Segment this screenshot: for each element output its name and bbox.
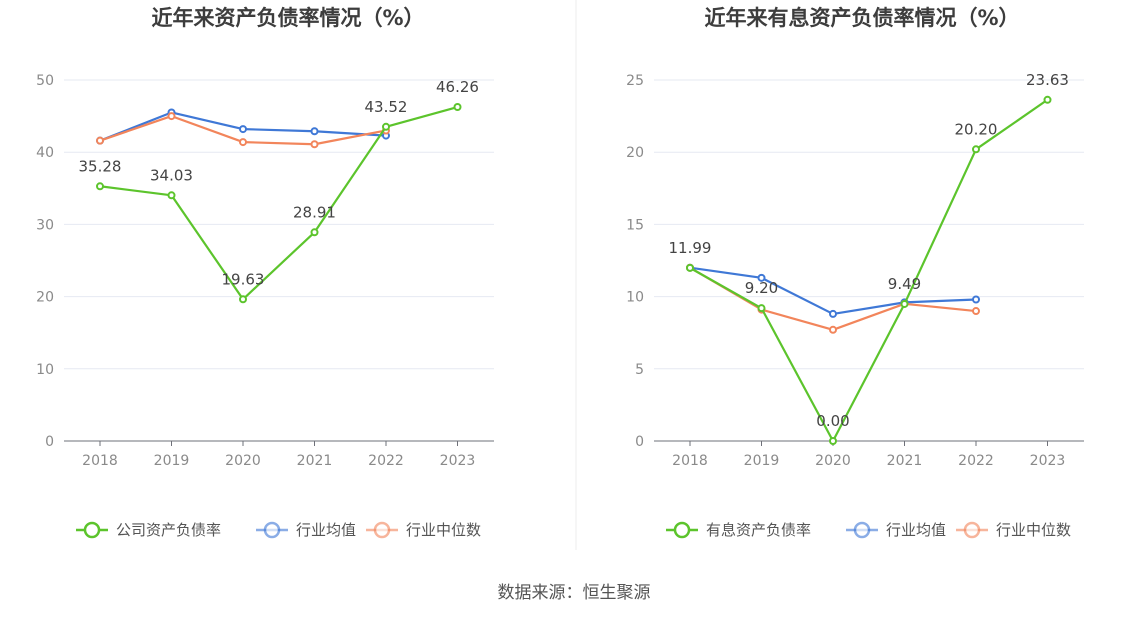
legend-marker-icon: [853, 521, 871, 539]
data-point[interactable]: [167, 112, 176, 121]
chart-interest-debt-ratio: 近年来有息资产负债率情况（%） 0 5 10 15 20 25 2018 2019 2020 20…: [626, 6, 1084, 539]
x-tick-label: 2021: [297, 453, 333, 469]
y-tick-label: 20: [36, 290, 54, 306]
data-point[interactable]: [167, 191, 176, 200]
data-point[interactable]: [453, 103, 462, 112]
data-label: 46.26: [436, 78, 479, 96]
y-tick-label: 15: [626, 217, 644, 233]
data-point[interactable]: [686, 263, 694, 272]
data-point[interactable]: [757, 273, 766, 282]
data-point[interactable]: [96, 182, 104, 191]
legend-label: 行业中位数: [996, 521, 1071, 539]
x-tick-label: 2021: [887, 453, 923, 469]
data-label: 0.00: [816, 412, 849, 430]
data-label: 34.03: [150, 166, 193, 184]
data-point[interactable]: [1043, 95, 1052, 104]
data-label: 20.20: [955, 120, 998, 138]
data-point[interactable]: [239, 125, 247, 134]
y-tick-label: 0: [635, 434, 644, 450]
legend-label: 行业均值: [296, 521, 356, 539]
y-tick-label: 5: [635, 362, 644, 378]
legend-item[interactable]: 行业均值: [256, 521, 356, 539]
data-label: 9.49: [888, 275, 921, 293]
chart-debt-ratio: 近年来资产负债率情况（%） 0 10 20 30 40 50 2018 2019 2020 202…: [36, 6, 494, 539]
data-point[interactable]: [972, 295, 980, 304]
legend-item[interactable]: 行业中位数: [366, 521, 481, 539]
data-label: 43.52: [365, 98, 408, 116]
data-label: 35.28: [79, 157, 122, 175]
data-point[interactable]: [310, 140, 319, 149]
legend-label: 行业中位数: [406, 521, 481, 539]
legend-marker-icon: [263, 521, 281, 539]
legend-marker-icon: [373, 521, 391, 539]
data-source: 数据来源：恒生聚源: [498, 583, 651, 603]
data-point[interactable]: [239, 295, 247, 304]
legend-label: 行业均值: [886, 521, 946, 539]
data-point[interactable]: [829, 309, 837, 318]
x-tick-label: 2018: [82, 453, 118, 469]
x-tick-label: 2018: [672, 453, 708, 469]
data-point[interactable]: [829, 437, 837, 445]
legend-marker-icon: [963, 521, 981, 539]
legend-item[interactable]: 有息资产负债率: [666, 521, 811, 539]
y-tick-label: 20: [626, 145, 644, 161]
x-tick-label: 2023: [440, 453, 476, 469]
y-tick-label: 40: [36, 145, 54, 161]
y-tick-label: 10: [36, 362, 54, 378]
chart-title: 近年来有息资产负债率情况（%）: [704, 6, 1019, 30]
x-tick-label: 2022: [958, 453, 994, 469]
legend-item[interactable]: 行业中位数: [956, 521, 1071, 539]
data-label: 9.20: [745, 279, 778, 297]
legend-item[interactable]: 行业均值: [846, 521, 946, 539]
y-tick-label: 25: [626, 73, 644, 89]
series-line: [689, 266, 977, 331]
y-tick-label: 10: [626, 290, 644, 306]
y-tick-label: 50: [36, 73, 54, 89]
data-point[interactable]: [972, 307, 980, 316]
x-tick-label: 2020: [815, 453, 851, 469]
legend-label: 公司资产负债率: [116, 521, 221, 539]
legend-marker-icon: [83, 521, 101, 539]
chart-title: 近年来资产负债率情况（%）: [151, 6, 424, 30]
data-point[interactable]: [829, 325, 837, 334]
x-tick-label: 2019: [744, 453, 780, 469]
y-tick-label: 0: [45, 434, 54, 450]
data-point[interactable]: [310, 228, 319, 237]
x-tick-label: 2022: [368, 453, 404, 469]
legend-marker-icon: [673, 521, 691, 539]
data-point[interactable]: [239, 138, 247, 147]
x-tick-label: 2023: [1030, 453, 1066, 469]
data-point[interactable]: [972, 145, 980, 154]
data-label: 11.99: [669, 239, 712, 257]
data-label: 19.63: [222, 270, 265, 288]
data-point[interactable]: [757, 304, 766, 313]
legend-item[interactable]: 公司资产负债率: [76, 521, 221, 539]
series-line: [689, 98, 1049, 443]
data-label: 23.63: [1026, 71, 1069, 89]
x-tick-label: 2020: [225, 453, 261, 469]
data-point[interactable]: [900, 299, 909, 308]
series-line: [99, 105, 458, 301]
y-tick-label: 30: [36, 217, 54, 233]
legend-label: 有息资产负债率: [706, 521, 811, 539]
data-label: 28.91: [293, 203, 336, 221]
data-point[interactable]: [382, 122, 390, 131]
data-point[interactable]: [310, 127, 319, 136]
x-tick-label: 2019: [154, 453, 190, 469]
data-point[interactable]: [96, 136, 104, 145]
